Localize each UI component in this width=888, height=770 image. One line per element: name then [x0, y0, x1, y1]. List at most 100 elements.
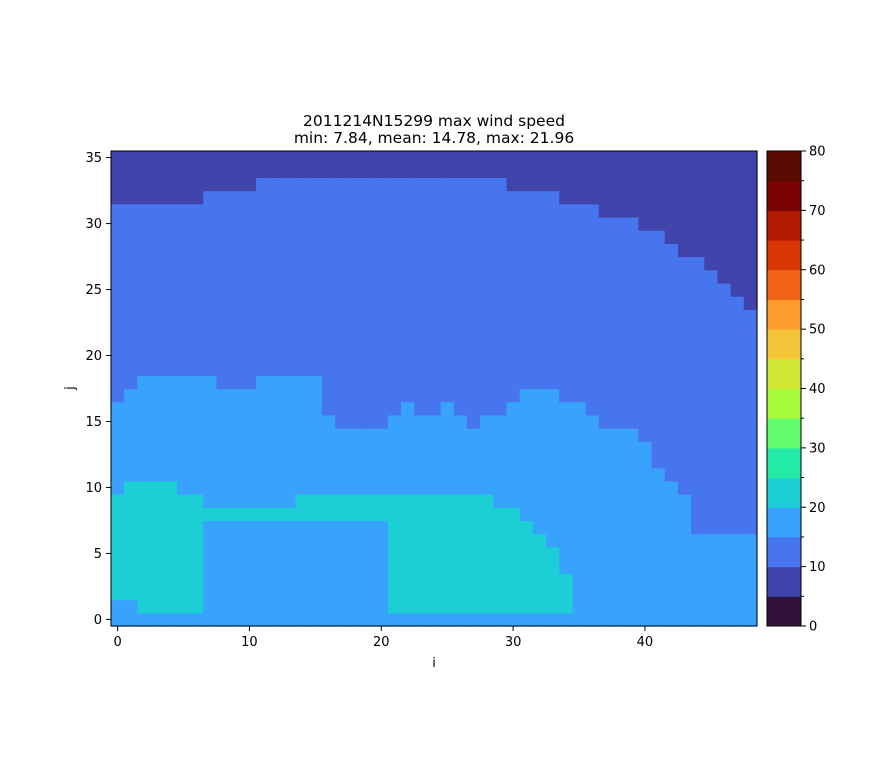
heatmap-cell — [387, 414, 402, 495]
colorbar-tick-label: 80 — [809, 145, 826, 160]
heatmap-cell — [321, 494, 336, 522]
heatmap-cell — [163, 151, 178, 205]
colorbar-segment — [767, 418, 801, 449]
plot-frame — [110, 150, 758, 627]
heatmap-cell — [176, 612, 191, 627]
heatmap-cell — [308, 177, 323, 376]
x-tick-label: 30 — [505, 635, 522, 650]
heatmap-cell — [361, 520, 376, 627]
heatmap-cell — [730, 533, 745, 627]
heatmap-cell — [335, 494, 349, 522]
heatmap-cell — [176, 494, 191, 614]
heatmap-cell — [321, 151, 336, 178]
heatmap-cell — [559, 151, 574, 205]
heatmap-cell — [691, 151, 705, 258]
heatmap-cell — [295, 494, 310, 522]
x-tick-label: 40 — [637, 635, 654, 650]
heatmap-cell — [150, 375, 165, 482]
heatmap-cell — [295, 177, 310, 376]
heatmap-cell — [506, 151, 521, 192]
heatmap-cell — [137, 375, 152, 482]
heatmap-cell — [664, 151, 679, 244]
heatmap-cell — [321, 520, 336, 627]
colorbar-segment — [767, 477, 801, 508]
heatmap-cell — [651, 230, 666, 469]
heatmap-cell — [453, 494, 468, 614]
heatmap-cell — [111, 151, 125, 205]
colorbar-tick-label: 30 — [809, 441, 826, 456]
heatmap-cell — [374, 428, 389, 495]
heatmap-cell — [137, 151, 152, 205]
heatmap-cell — [625, 216, 639, 429]
x-tick-label: 0 — [113, 635, 121, 650]
heatmap-cell — [730, 151, 745, 297]
heatmap-cell — [466, 612, 481, 627]
heatmap-cell — [493, 507, 508, 614]
heatmap-cell — [242, 520, 257, 627]
heatmap-cell — [625, 151, 639, 218]
heatmap-cell — [585, 414, 600, 627]
heatmap-cell — [401, 494, 415, 614]
heatmap-cell — [414, 414, 429, 495]
heatmap-cell — [242, 151, 257, 192]
heatmap-cell — [163, 375, 178, 482]
heatmap-cell — [559, 612, 574, 627]
y-axis-ticks: 0 5 10 15 20 25 30 35 — [85, 151, 111, 628]
colorbar-ticks: 0 10 20 30 40 50 60 70 80 — [801, 145, 826, 635]
heatmap-cell — [203, 151, 218, 192]
heatmap-cell — [664, 243, 679, 482]
heatmap-cell — [519, 520, 534, 614]
heatmap-cell — [519, 151, 534, 192]
y-tick-label: 20 — [85, 349, 102, 364]
y-tick-label: 35 — [85, 151, 102, 166]
heatmap-cell — [387, 494, 402, 614]
x-tick-label: 20 — [373, 635, 390, 650]
heatmap-cell — [335, 520, 349, 627]
heatmap-cell — [480, 151, 494, 178]
heatmap-cell — [691, 256, 705, 535]
heatmap-cell — [190, 151, 204, 205]
heatmap-cell — [466, 494, 481, 614]
heatmap-cell — [572, 203, 587, 403]
heatmap-cell — [361, 428, 376, 495]
heatmap-cell — [585, 151, 600, 205]
heatmap-cell — [572, 151, 587, 205]
heatmap-cell — [453, 612, 468, 627]
heatmap-cell — [664, 480, 679, 627]
colorbar-segment — [767, 507, 801, 538]
heatmap-cell — [216, 388, 231, 508]
heatmap-cells — [111, 151, 758, 627]
heatmap-cell — [493, 177, 508, 416]
y-tick-label: 30 — [85, 217, 102, 232]
heatmap-cell — [440, 401, 455, 495]
heatmap-cell — [124, 151, 138, 205]
colorbar-segment — [767, 299, 801, 330]
heatmap-cell — [651, 151, 666, 231]
heatmap-cell — [229, 388, 244, 508]
y-tick-label: 0 — [94, 613, 102, 628]
heatmap-cell — [387, 177, 402, 416]
heatmap-cell — [321, 414, 336, 495]
heatmap-cell — [717, 151, 732, 284]
heatmap-cell — [651, 467, 666, 627]
heatmap-cell — [387, 151, 402, 178]
heatmap-cell — [440, 177, 455, 403]
heatmap-cell — [335, 177, 349, 429]
heatmap-cell — [453, 151, 468, 178]
y-tick-label: 5 — [94, 547, 102, 562]
heatmap-cell — [427, 414, 442, 495]
heatmap-cell — [453, 414, 468, 495]
heatmap-cell — [598, 151, 613, 218]
heatmap-cell — [163, 203, 178, 376]
heatmap-cell — [308, 520, 323, 627]
colorbar-tick-label: 40 — [809, 382, 826, 397]
heatmap-cell — [374, 151, 389, 178]
heatmap-cell — [374, 494, 389, 522]
chart-title: 2011214N15299 max wind speed — [303, 112, 565, 130]
heatmap-cell — [229, 190, 244, 390]
x-axis-ticks: 0 10 20 30 40 — [113, 626, 653, 650]
colorbar — [767, 151, 801, 627]
heatmap-cell — [743, 533, 758, 627]
heatmap-cell — [532, 151, 547, 192]
